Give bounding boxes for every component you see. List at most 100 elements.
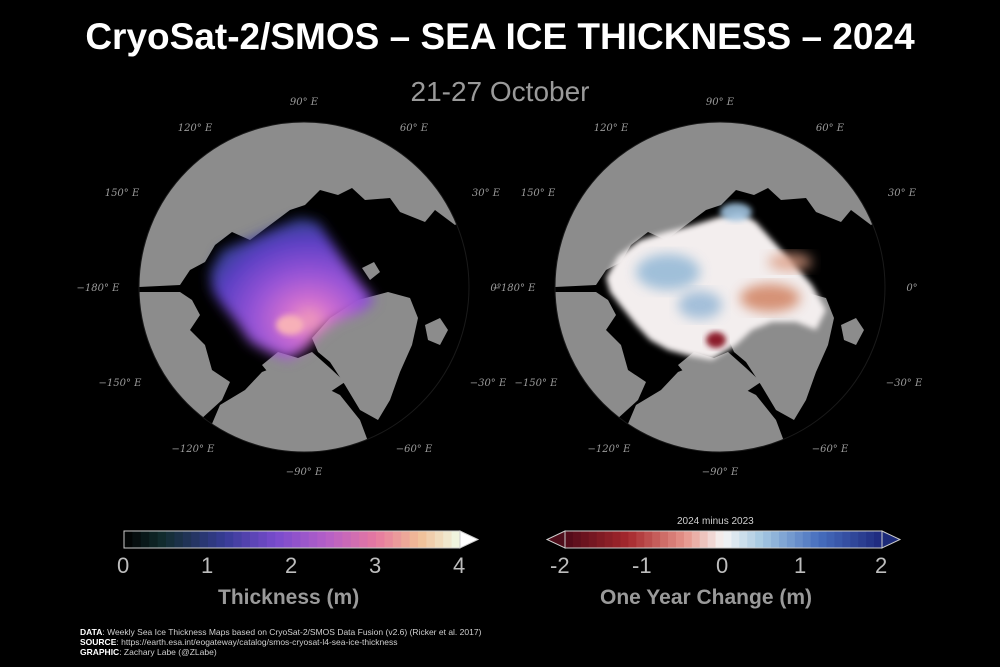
colorbar-swatch bbox=[794, 531, 804, 548]
colorbar-swatch bbox=[778, 531, 788, 548]
colorbar-swatch bbox=[426, 531, 436, 548]
colorbar-swatch bbox=[308, 531, 318, 548]
credits-data-label: DATA bbox=[80, 627, 103, 637]
land-canada-left bbox=[200, 365, 372, 452]
change-tick: 1 bbox=[794, 553, 807, 578]
colorbar-swatch bbox=[707, 531, 717, 548]
colorbar-swatch bbox=[739, 531, 748, 548]
land-scandinavia-right bbox=[841, 318, 864, 345]
credits-source-label: SOURCE bbox=[80, 637, 117, 647]
thickness-tick: 4 bbox=[453, 553, 466, 578]
lon-label: 30° E bbox=[472, 188, 501, 199]
colorbar-swatch bbox=[182, 531, 192, 548]
thickness-tick: 1 bbox=[201, 553, 214, 578]
thickness-colorbar bbox=[124, 531, 461, 548]
colorbar-swatch bbox=[418, 531, 427, 548]
colorbar-swatch bbox=[224, 531, 234, 548]
colorbar-swatch bbox=[763, 531, 772, 548]
colorbar-swatch bbox=[266, 531, 276, 548]
colorbar-swatch bbox=[818, 531, 828, 548]
change-tick: 0 bbox=[716, 553, 729, 578]
colorbar-swatch bbox=[660, 531, 669, 548]
change-colorbar-note: 2024 minus 2023 bbox=[677, 516, 754, 527]
colorbar-swatch bbox=[842, 531, 851, 548]
colorbar-swatch bbox=[850, 531, 859, 548]
colorbar-swatch bbox=[572, 531, 582, 548]
lon-label: 120° E bbox=[594, 123, 629, 134]
lon-label: −60° E bbox=[812, 444, 849, 455]
page-title: CryoSat-2/SMOS – SEA ICE THICKNESS – 202… bbox=[85, 16, 915, 57]
lon-label: 60° E bbox=[400, 123, 429, 134]
lon-label: −180° E bbox=[77, 283, 121, 294]
colorbar-swatch bbox=[612, 531, 622, 548]
thickness-tick: 2 bbox=[285, 553, 298, 578]
thinning-blue-region-3 bbox=[720, 203, 752, 221]
colorbar-swatch bbox=[747, 531, 756, 548]
colorbar-swatch bbox=[874, 531, 883, 548]
colorbar-swatch bbox=[668, 531, 677, 548]
land-siberia-right bbox=[555, 122, 885, 287]
land-canada-right bbox=[616, 365, 788, 452]
colorbar-swatch bbox=[233, 531, 243, 548]
colorbar-swatch bbox=[810, 531, 820, 548]
colorbar-swatch bbox=[604, 531, 614, 548]
colorbar-swatch bbox=[580, 531, 590, 548]
change-colorbar-frame bbox=[564, 530, 883, 549]
colorbar-swatch bbox=[786, 531, 796, 548]
land-greenland-left bbox=[312, 292, 418, 420]
colorbar-swatch bbox=[325, 531, 335, 548]
colorbar-swatch bbox=[275, 531, 285, 548]
colorbar-swatch bbox=[409, 531, 419, 548]
thinning-blue-region-1 bbox=[636, 254, 700, 290]
colorbar-swatch bbox=[755, 531, 764, 548]
colorbar-swatch bbox=[317, 531, 327, 548]
map-border-right bbox=[554, 121, 886, 453]
colorbar-swatch bbox=[216, 531, 226, 548]
colorbar-swatch bbox=[334, 531, 343, 548]
colorbar-swatch bbox=[565, 531, 574, 548]
colorbar-swatch bbox=[250, 531, 259, 548]
credits-graphic-line: GRAPHIC: Zachary Labe (@ZLabe) bbox=[80, 647, 481, 657]
colorbar-swatch bbox=[675, 531, 685, 548]
change-map bbox=[554, 121, 886, 453]
colorbar-swatch bbox=[691, 531, 701, 548]
colorbar-swatch bbox=[715, 531, 725, 548]
colorbar-swatch bbox=[258, 531, 268, 548]
colorbar-swatch bbox=[443, 531, 453, 548]
lon-label: 90° E bbox=[706, 97, 735, 108]
credits-data-text: : Weekly Sea Ice Thickness Maps based on… bbox=[102, 627, 482, 637]
credits-block: DATA: Weekly Sea Ice Thickness Maps base… bbox=[80, 627, 481, 657]
colorbar-swatch bbox=[723, 531, 733, 548]
colorbar-swatch bbox=[157, 531, 167, 548]
colorbar-swatch bbox=[292, 531, 301, 548]
colorbar-swatch bbox=[359, 531, 369, 548]
colorbar-swatch bbox=[731, 531, 740, 548]
colorbar-swatch bbox=[683, 531, 693, 548]
colorbar-swatch bbox=[191, 531, 201, 548]
colorbar-swatch bbox=[434, 531, 444, 548]
credits-source-line: SOURCE: https://earth.esa.int/eogateway/… bbox=[80, 637, 481, 647]
colorbar-swatch bbox=[149, 531, 159, 548]
lon-label: 150° E bbox=[105, 188, 140, 199]
lon-label: −120° E bbox=[172, 444, 216, 455]
thinning-blue-region-2 bbox=[678, 291, 722, 319]
lon-label: −90° E bbox=[702, 467, 739, 478]
colorbar-swatch bbox=[300, 531, 310, 548]
lon-label: 0° bbox=[490, 283, 501, 294]
lon-labels-left: 90° E 120° E 60° E 150° E 30° E −180° E … bbox=[77, 97, 507, 478]
lon-label: 90° E bbox=[290, 97, 319, 108]
land-siberia-left bbox=[139, 122, 469, 287]
colorbar-swatch bbox=[451, 531, 461, 548]
lon-label: 30° E bbox=[888, 188, 917, 199]
lon-label: −30° E bbox=[886, 378, 923, 389]
land-islands-right bbox=[678, 352, 761, 392]
change-colorbar-extend-right-arrow bbox=[881, 530, 902, 549]
colorbar-swatch bbox=[350, 531, 360, 548]
lon-label: −150° E bbox=[99, 378, 143, 389]
colorbar-swatch bbox=[241, 531, 251, 548]
sea-ice-thickness-field bbox=[210, 218, 375, 360]
colorbar-swatch bbox=[588, 531, 598, 548]
colorbar-swatch bbox=[124, 531, 133, 548]
lon-label: −30° E bbox=[470, 378, 507, 389]
